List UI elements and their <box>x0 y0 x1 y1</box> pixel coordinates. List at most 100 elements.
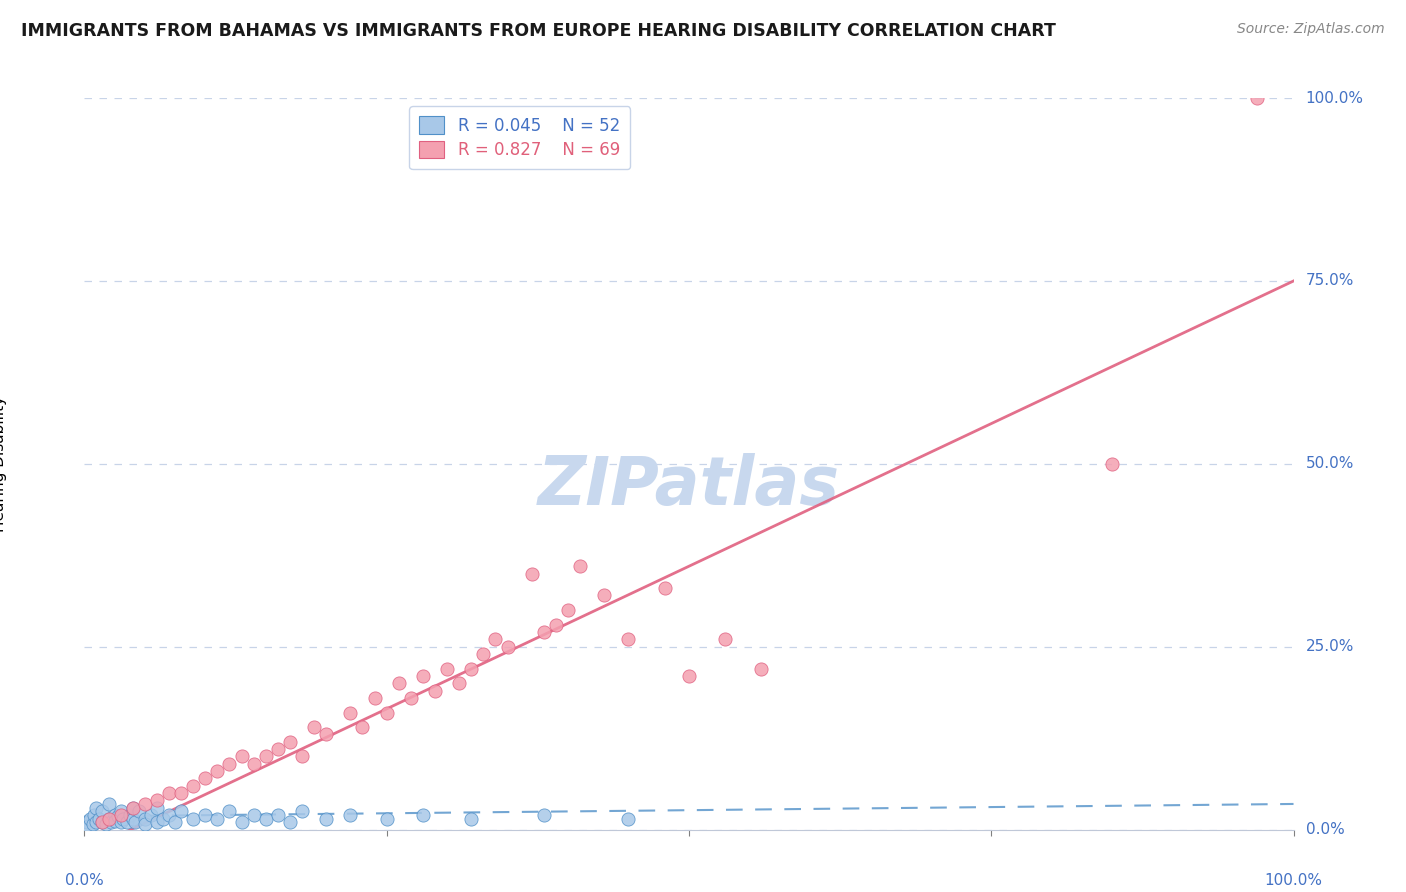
Point <box>94 816 117 830</box>
Point <box>110 808 132 822</box>
Point <box>146 793 169 807</box>
Point <box>242 756 264 771</box>
Point <box>152 812 174 826</box>
Point <box>617 812 640 826</box>
Point <box>291 805 314 819</box>
Point <box>315 727 337 741</box>
Point <box>363 690 385 705</box>
Point <box>194 808 217 822</box>
Legend: R = 0.045    N = 52, R = 0.827    N = 69: R = 0.045 N = 52, R = 0.827 N = 69 <box>409 106 630 169</box>
Point <box>82 816 104 830</box>
Point <box>339 808 361 822</box>
Point <box>399 690 422 705</box>
Point <box>254 749 277 764</box>
Point <box>79 812 101 826</box>
Point <box>170 805 193 819</box>
Point <box>242 808 264 822</box>
Point <box>157 808 180 822</box>
Point <box>86 800 108 814</box>
Point <box>751 662 773 676</box>
Point <box>110 815 132 830</box>
Text: 50.0%: 50.0% <box>1306 457 1354 471</box>
Text: Hearing Disability: Hearing Disability <box>0 396 7 532</box>
Point <box>207 812 229 826</box>
Point <box>533 808 555 822</box>
Point <box>165 815 187 830</box>
Point <box>449 676 471 690</box>
Text: Source: ZipAtlas.com: Source: ZipAtlas.com <box>1237 22 1385 37</box>
Point <box>91 815 114 830</box>
Point <box>86 815 108 830</box>
Point <box>97 812 120 826</box>
Point <box>97 797 120 811</box>
Point <box>484 632 506 647</box>
Point <box>134 797 156 811</box>
Point <box>231 749 253 764</box>
Point <box>107 809 129 823</box>
Point <box>104 808 127 822</box>
Point <box>124 815 146 830</box>
Point <box>375 706 398 720</box>
Point <box>110 805 132 819</box>
Point <box>714 632 737 647</box>
Point <box>436 662 458 676</box>
Text: 75.0%: 75.0% <box>1306 274 1354 288</box>
Point <box>218 756 240 771</box>
Point <box>520 566 543 581</box>
Point <box>207 764 229 778</box>
Point <box>218 805 240 819</box>
Point <box>128 805 150 819</box>
Point <box>352 720 374 734</box>
Point <box>460 662 482 676</box>
Point <box>112 812 135 826</box>
Point <box>557 603 579 617</box>
Point <box>388 676 411 690</box>
Point <box>134 812 156 826</box>
Point <box>121 800 143 814</box>
Point <box>267 808 290 822</box>
Point <box>1101 457 1123 471</box>
Text: ZIPatlas: ZIPatlas <box>538 453 839 519</box>
Point <box>231 815 253 830</box>
Text: 0.0%: 0.0% <box>65 873 104 888</box>
Point <box>472 647 495 661</box>
Point <box>121 800 143 814</box>
Point <box>375 812 398 826</box>
Point <box>91 805 114 819</box>
Text: 25.0%: 25.0% <box>1306 640 1354 654</box>
Point <box>146 800 169 814</box>
Point <box>291 749 314 764</box>
Point <box>412 669 434 683</box>
Point <box>302 720 325 734</box>
Text: IMMIGRANTS FROM BAHAMAS VS IMMIGRANTS FROM EUROPE HEARING DISABILITY CORRELATION: IMMIGRANTS FROM BAHAMAS VS IMMIGRANTS FR… <box>21 22 1056 40</box>
Point <box>91 815 114 830</box>
Point <box>97 812 120 826</box>
Point <box>139 808 162 822</box>
Point <box>533 625 555 640</box>
Point <box>496 640 519 654</box>
Point <box>544 617 567 632</box>
Point <box>100 815 122 830</box>
Point <box>87 812 110 826</box>
Point <box>593 589 616 603</box>
Point <box>121 812 143 826</box>
Point <box>170 786 193 800</box>
Point <box>315 812 337 826</box>
Point <box>678 669 700 683</box>
Point <box>654 581 676 595</box>
Point <box>181 812 204 826</box>
Point <box>120 808 142 822</box>
Point <box>134 816 156 830</box>
Point <box>194 772 217 786</box>
Point <box>278 815 301 830</box>
Point <box>278 735 301 749</box>
Point <box>339 706 361 720</box>
Point <box>157 786 180 800</box>
Point <box>617 632 640 647</box>
Point <box>569 559 592 574</box>
Point <box>423 683 446 698</box>
Point <box>254 812 277 826</box>
Point <box>181 779 204 793</box>
Point <box>267 742 290 756</box>
Text: 100.0%: 100.0% <box>1264 873 1323 888</box>
